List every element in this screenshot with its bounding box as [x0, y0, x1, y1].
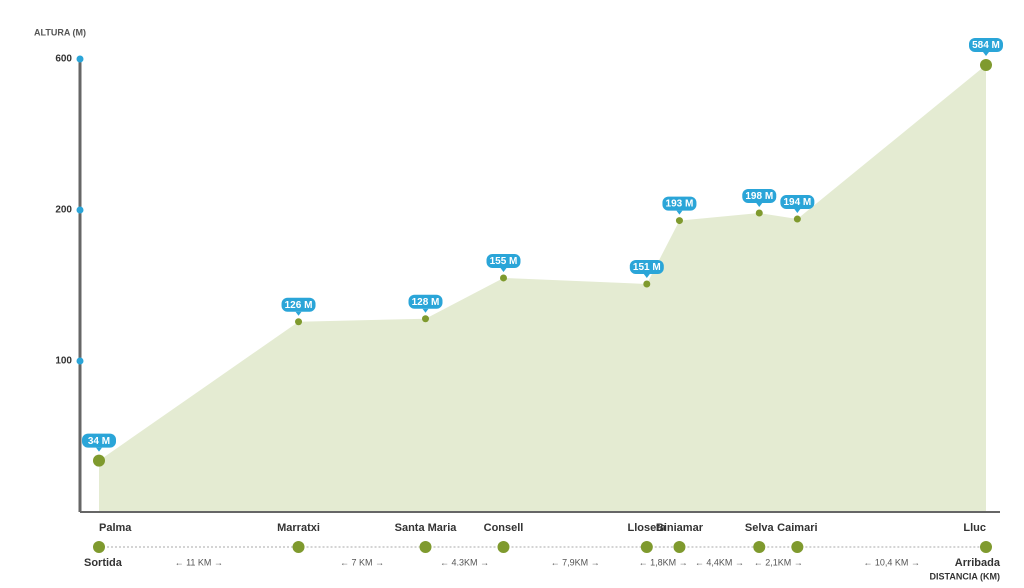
- elevation-point: [422, 315, 430, 323]
- badge-pointer: [794, 209, 801, 214]
- start-label: Sortida: [84, 557, 123, 569]
- badge: [742, 189, 777, 204]
- value-label: 151 M: [633, 262, 661, 273]
- badge-pointer: [756, 203, 763, 208]
- badge-pointer: [422, 308, 429, 313]
- town-label: Santa Maria: [395, 522, 458, 534]
- distance-label: ← 2,1KM →: [754, 557, 803, 567]
- y-tick-label: 600: [55, 54, 72, 65]
- distance-label: ← 7 KM →: [340, 557, 384, 567]
- y-tick-label: 200: [55, 205, 72, 216]
- value-label: 128 M: [412, 297, 440, 308]
- station-dot: [93, 541, 105, 553]
- town-label: Palma: [99, 522, 132, 534]
- value-label: 155 M: [490, 256, 518, 267]
- elevation-point: [755, 209, 763, 217]
- y-tick-label: 100: [55, 356, 72, 367]
- y-title: ALTURA (M): [34, 27, 86, 37]
- distance-label: ← 4,4KM →: [695, 557, 744, 567]
- value-label: 584 M: [972, 40, 1000, 51]
- value-label: 194 M: [783, 197, 811, 208]
- elevation-point: [675, 217, 683, 225]
- badge-pointer: [676, 210, 683, 215]
- badge: [281, 297, 316, 312]
- x-title: DISTANCIA (KM): [930, 571, 1001, 581]
- station-dot: [980, 541, 992, 553]
- town-label: Lloseta: [628, 522, 667, 534]
- elevation-point: [500, 274, 508, 282]
- badge-pointer: [983, 52, 989, 57]
- distance-label: ← 11 KM →: [175, 557, 223, 567]
- elevation-point: [793, 215, 801, 223]
- distance-label: ← 4.3KM →: [440, 557, 489, 567]
- end-label: Arribada: [955, 557, 1001, 569]
- badge: [486, 253, 521, 268]
- elevation-point: [295, 318, 303, 326]
- badge-pointer: [500, 267, 507, 272]
- badge: [408, 294, 443, 309]
- y-tick: [76, 55, 84, 63]
- value-label: 34 M: [88, 436, 110, 447]
- town-label: Caimari: [777, 522, 817, 534]
- badge: [662, 196, 697, 211]
- elevation-point: [93, 454, 105, 467]
- station-dot: [791, 541, 804, 553]
- y-tick: [76, 357, 84, 365]
- badge: [629, 259, 664, 274]
- elevation-point: [643, 280, 651, 288]
- badge-pointer: [96, 447, 102, 452]
- station-dot: [673, 541, 686, 553]
- town-label: Biniamar: [656, 522, 704, 534]
- distance-label: ← 7,9KM →: [551, 557, 600, 567]
- station-dot: [497, 541, 510, 553]
- badge-pointer: [295, 311, 302, 316]
- station-dot: [640, 541, 653, 553]
- badge-pointer: [643, 273, 650, 278]
- value-label: 126 M: [285, 300, 313, 311]
- badge: [780, 195, 815, 210]
- town-label: Lluc: [963, 522, 986, 534]
- elevation-point: [980, 59, 992, 72]
- value-label: 193 M: [666, 199, 694, 210]
- y-tick: [76, 206, 84, 214]
- town-label: Marratxi: [277, 522, 320, 534]
- distance-label: ← 1,8KM →: [639, 557, 688, 567]
- badge: [969, 38, 1003, 53]
- distance-label: ← 10,4 KM →: [863, 557, 920, 567]
- badge: [82, 433, 116, 448]
- value-label: 198 M: [745, 191, 773, 202]
- station-dot: [753, 541, 766, 553]
- station-dot: [419, 541, 432, 553]
- station-dot: [292, 541, 305, 553]
- town-label: Selva: [745, 522, 775, 534]
- town-label: Consell: [484, 522, 524, 534]
- elevation-area: [99, 65, 986, 512]
